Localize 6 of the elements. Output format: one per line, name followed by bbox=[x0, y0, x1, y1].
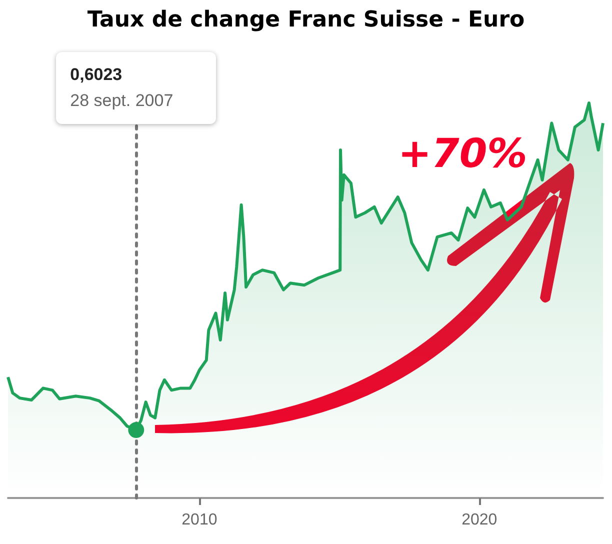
x-tick-label: 2010 bbox=[182, 512, 218, 528]
annotation: 28 sept. 2007 bbox=[70, 90, 174, 112]
chart-title: Taux de change Franc Suisse - Euro bbox=[87, 8, 525, 32]
x-tick-label: 2020 bbox=[462, 512, 498, 528]
tooltip-card: 0,6023 28 sept. 2007 bbox=[56, 52, 216, 124]
annotation: +70% bbox=[398, 131, 528, 177]
